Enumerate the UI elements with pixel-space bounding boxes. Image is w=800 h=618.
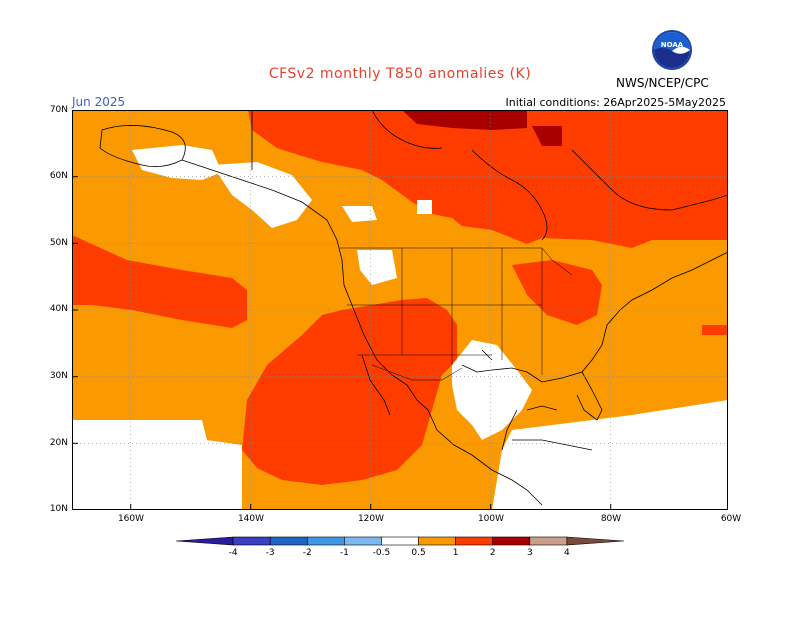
neutral-region-canada-small [417,200,432,214]
colorbar-swatch [529,536,568,546]
anomaly-region-eastcoast-red [702,325,728,335]
anomaly-region-southwest-red [242,298,457,485]
lon-label-120w: 120W [357,514,385,524]
colorbar-label: -3 [265,548,275,558]
anomaly-region-pacific-red [72,235,247,328]
anomaly-region-arctic-darkred [402,110,527,130]
neutral-region-montana [357,250,397,285]
colorbar-label: 1 [452,548,459,558]
colorbar-label: -2 [302,548,312,558]
colorbar-swatch [344,536,382,546]
lon-label-100w: 100W [477,514,505,524]
lon-label-160w: 160W [117,514,145,524]
lon-label-60w: 60W [720,514,742,524]
colorbar-label: -4 [228,548,238,558]
forecast-month: Jun 2025 [72,95,126,109]
graticule [72,110,728,510]
colorbar-label: 4 [564,548,570,558]
anomaly-region-hudson-darkred [532,126,562,146]
anomaly-region-greatlakes-red [512,260,602,325]
colorbar-label: -0.5 [372,548,391,558]
anomaly-map [72,110,728,510]
lat-label-40n: 40N [49,304,68,314]
lat-label-30n: 30N [49,371,68,381]
colorbar-swatch [455,536,494,546]
colorbar-swatch [566,536,625,546]
lat-label-20n: 20N [49,438,68,448]
political-borders [340,247,573,381]
lat-label-10n: 10N [49,504,68,514]
colorbar-swatch [492,536,531,546]
map-title: CFSv2 monthly T850 anomalies (K) [268,66,532,82]
colorbar-swatch [381,536,419,546]
neutral-region-gulf-mexico [452,340,532,440]
map-frame [72,110,728,510]
initial-conditions: Initial conditions: 26Apr2025-5May2025 [505,96,726,109]
colorbar-label: 3 [526,548,533,558]
anomaly-region-north-red [248,110,728,248]
lat-label-70n: 70N [49,105,68,115]
colorbar-swatch [175,536,234,546]
colorbar-label: 2 [489,548,496,558]
colorbar-swatch [306,536,345,546]
lat-label-50n: 50N [49,238,68,248]
colorbar-swatch [232,536,271,546]
colorbar-swatch [269,536,308,546]
agency-label: NWS/NCEP/CPC [616,76,709,90]
coastlines [99,110,728,506]
lon-label-140w: 140W [237,514,265,524]
neutral-region-southeast-pacific [72,420,242,510]
colorbar-swatch [418,536,456,546]
colorbar-label: 0.5 [411,548,426,558]
neutral-region-caribbean [492,400,728,510]
colorbar-label: -1 [339,548,349,558]
lat-label-60n: 60N [49,171,68,181]
noaa-logo: NOAA [652,30,692,70]
logo-text: NOAA [661,41,684,49]
lon-label-80w: 80W [600,514,622,524]
neutral-region-bc [342,206,377,222]
